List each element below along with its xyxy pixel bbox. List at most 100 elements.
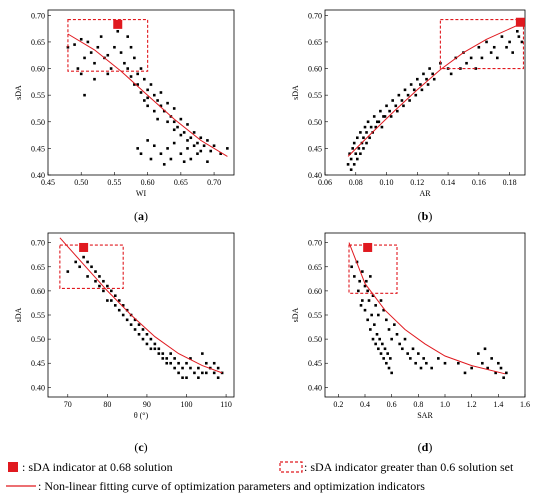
data-point (426, 83, 430, 86)
y-tick-label: 0.60 (308, 65, 322, 74)
data-point (425, 77, 428, 81)
legend-dashed-box-label: : sDA indicator greater than 0.6 solutio… (304, 460, 514, 474)
panels: 0.45 0.50 0.55 0.60 0.65 0.700.400.450.500.55… (14, 9, 530, 454)
data-point (146, 96, 149, 100)
data-point (185, 376, 188, 380)
data-point (500, 35, 504, 38)
panel-caption: (d) (418, 440, 433, 454)
data-point (351, 147, 354, 150)
data-point (220, 371, 224, 375)
data-point (463, 371, 467, 375)
data-point (109, 67, 113, 70)
y-tick-label: 0.50 (308, 118, 322, 127)
data-point (189, 366, 192, 370)
data-point (157, 352, 161, 355)
solution-set-box (59, 244, 124, 290)
data-point (209, 149, 213, 153)
data-point (196, 152, 199, 156)
data-point (422, 72, 425, 76)
data-point (133, 318, 137, 322)
data-point (401, 347, 404, 351)
data-point (383, 347, 387, 351)
data-point (93, 77, 96, 81)
data-point (145, 332, 149, 336)
data-point (90, 265, 93, 269)
y-tick-label: 0.50 (31, 335, 45, 344)
data-point (382, 308, 385, 312)
solution-set-box (348, 244, 398, 294)
data-point (365, 131, 368, 134)
data-point (366, 318, 369, 322)
data-point (121, 313, 125, 317)
y-tick-label: 0.55 (31, 91, 45, 100)
data-point (173, 366, 176, 370)
data-point (376, 120, 379, 124)
data-point (182, 160, 186, 163)
data-point (152, 93, 156, 97)
data-point (186, 147, 189, 150)
data-point (369, 125, 373, 129)
data-point (177, 361, 180, 365)
data-point (126, 35, 130, 38)
data-point (166, 120, 169, 124)
data-point (156, 99, 159, 102)
data-point (470, 366, 473, 370)
data-point (133, 83, 136, 86)
data-point (374, 125, 378, 129)
data-point (106, 284, 109, 288)
data-point (86, 275, 89, 278)
data-point (212, 144, 216, 148)
fit-curve (348, 242, 506, 375)
data-point (375, 332, 379, 336)
data-point (141, 328, 145, 331)
data-point (137, 332, 141, 336)
data-point (83, 93, 86, 97)
y-axis-label: sDA (291, 307, 300, 322)
x-tick-label: 80 (103, 400, 111, 409)
panel-a: 0.45 0.50 0.55 0.60 0.65 0.700.400.450.500.55… (14, 9, 235, 223)
data-point (199, 149, 203, 153)
y-tick-label: 0.40 (31, 171, 45, 180)
data-point (406, 93, 410, 97)
y-tick-label: 0.60 (31, 287, 45, 296)
data-point (354, 152, 358, 156)
data-point (428, 67, 431, 70)
data-point (370, 313, 373, 317)
data-point (179, 117, 183, 121)
data-point (393, 323, 396, 326)
data-point (165, 357, 169, 360)
data-point (177, 371, 180, 375)
x-tick-label: 0.18 (503, 178, 517, 187)
solution-set-box (439, 19, 525, 70)
data-point (110, 289, 113, 293)
data-point (361, 270, 364, 273)
x-tick-label: 90 (143, 400, 151, 409)
data-point (348, 152, 351, 156)
legend-red-square-icon (8, 462, 18, 472)
data-point (73, 43, 76, 46)
data-point (212, 371, 216, 375)
data-point (366, 289, 369, 293)
data-point (374, 342, 377, 346)
data-point (520, 40, 524, 44)
data-point (474, 67, 478, 70)
data-point (492, 45, 496, 49)
data-point (420, 88, 424, 92)
y-tick-label: 0.60 (308, 287, 322, 296)
x-tick-label: 0.4 (360, 400, 370, 409)
data-point (390, 371, 393, 375)
data-point (483, 347, 487, 351)
data-point (366, 120, 370, 124)
data-point (126, 67, 130, 70)
data-point (159, 152, 163, 156)
y-tick-label: 0.40 (308, 171, 322, 180)
data-point (361, 299, 364, 302)
x-tick-label: 1.0 (440, 400, 450, 409)
data-point (182, 131, 186, 134)
data-point (125, 308, 129, 312)
data-point (94, 270, 97, 273)
data-point (102, 289, 105, 293)
data-point (181, 376, 184, 380)
data-point (481, 361, 484, 365)
panel-c: 70 80 90 100 110 0.40 0.45 0.50 0.55 0.60 0.65 0.70… (14, 232, 235, 454)
